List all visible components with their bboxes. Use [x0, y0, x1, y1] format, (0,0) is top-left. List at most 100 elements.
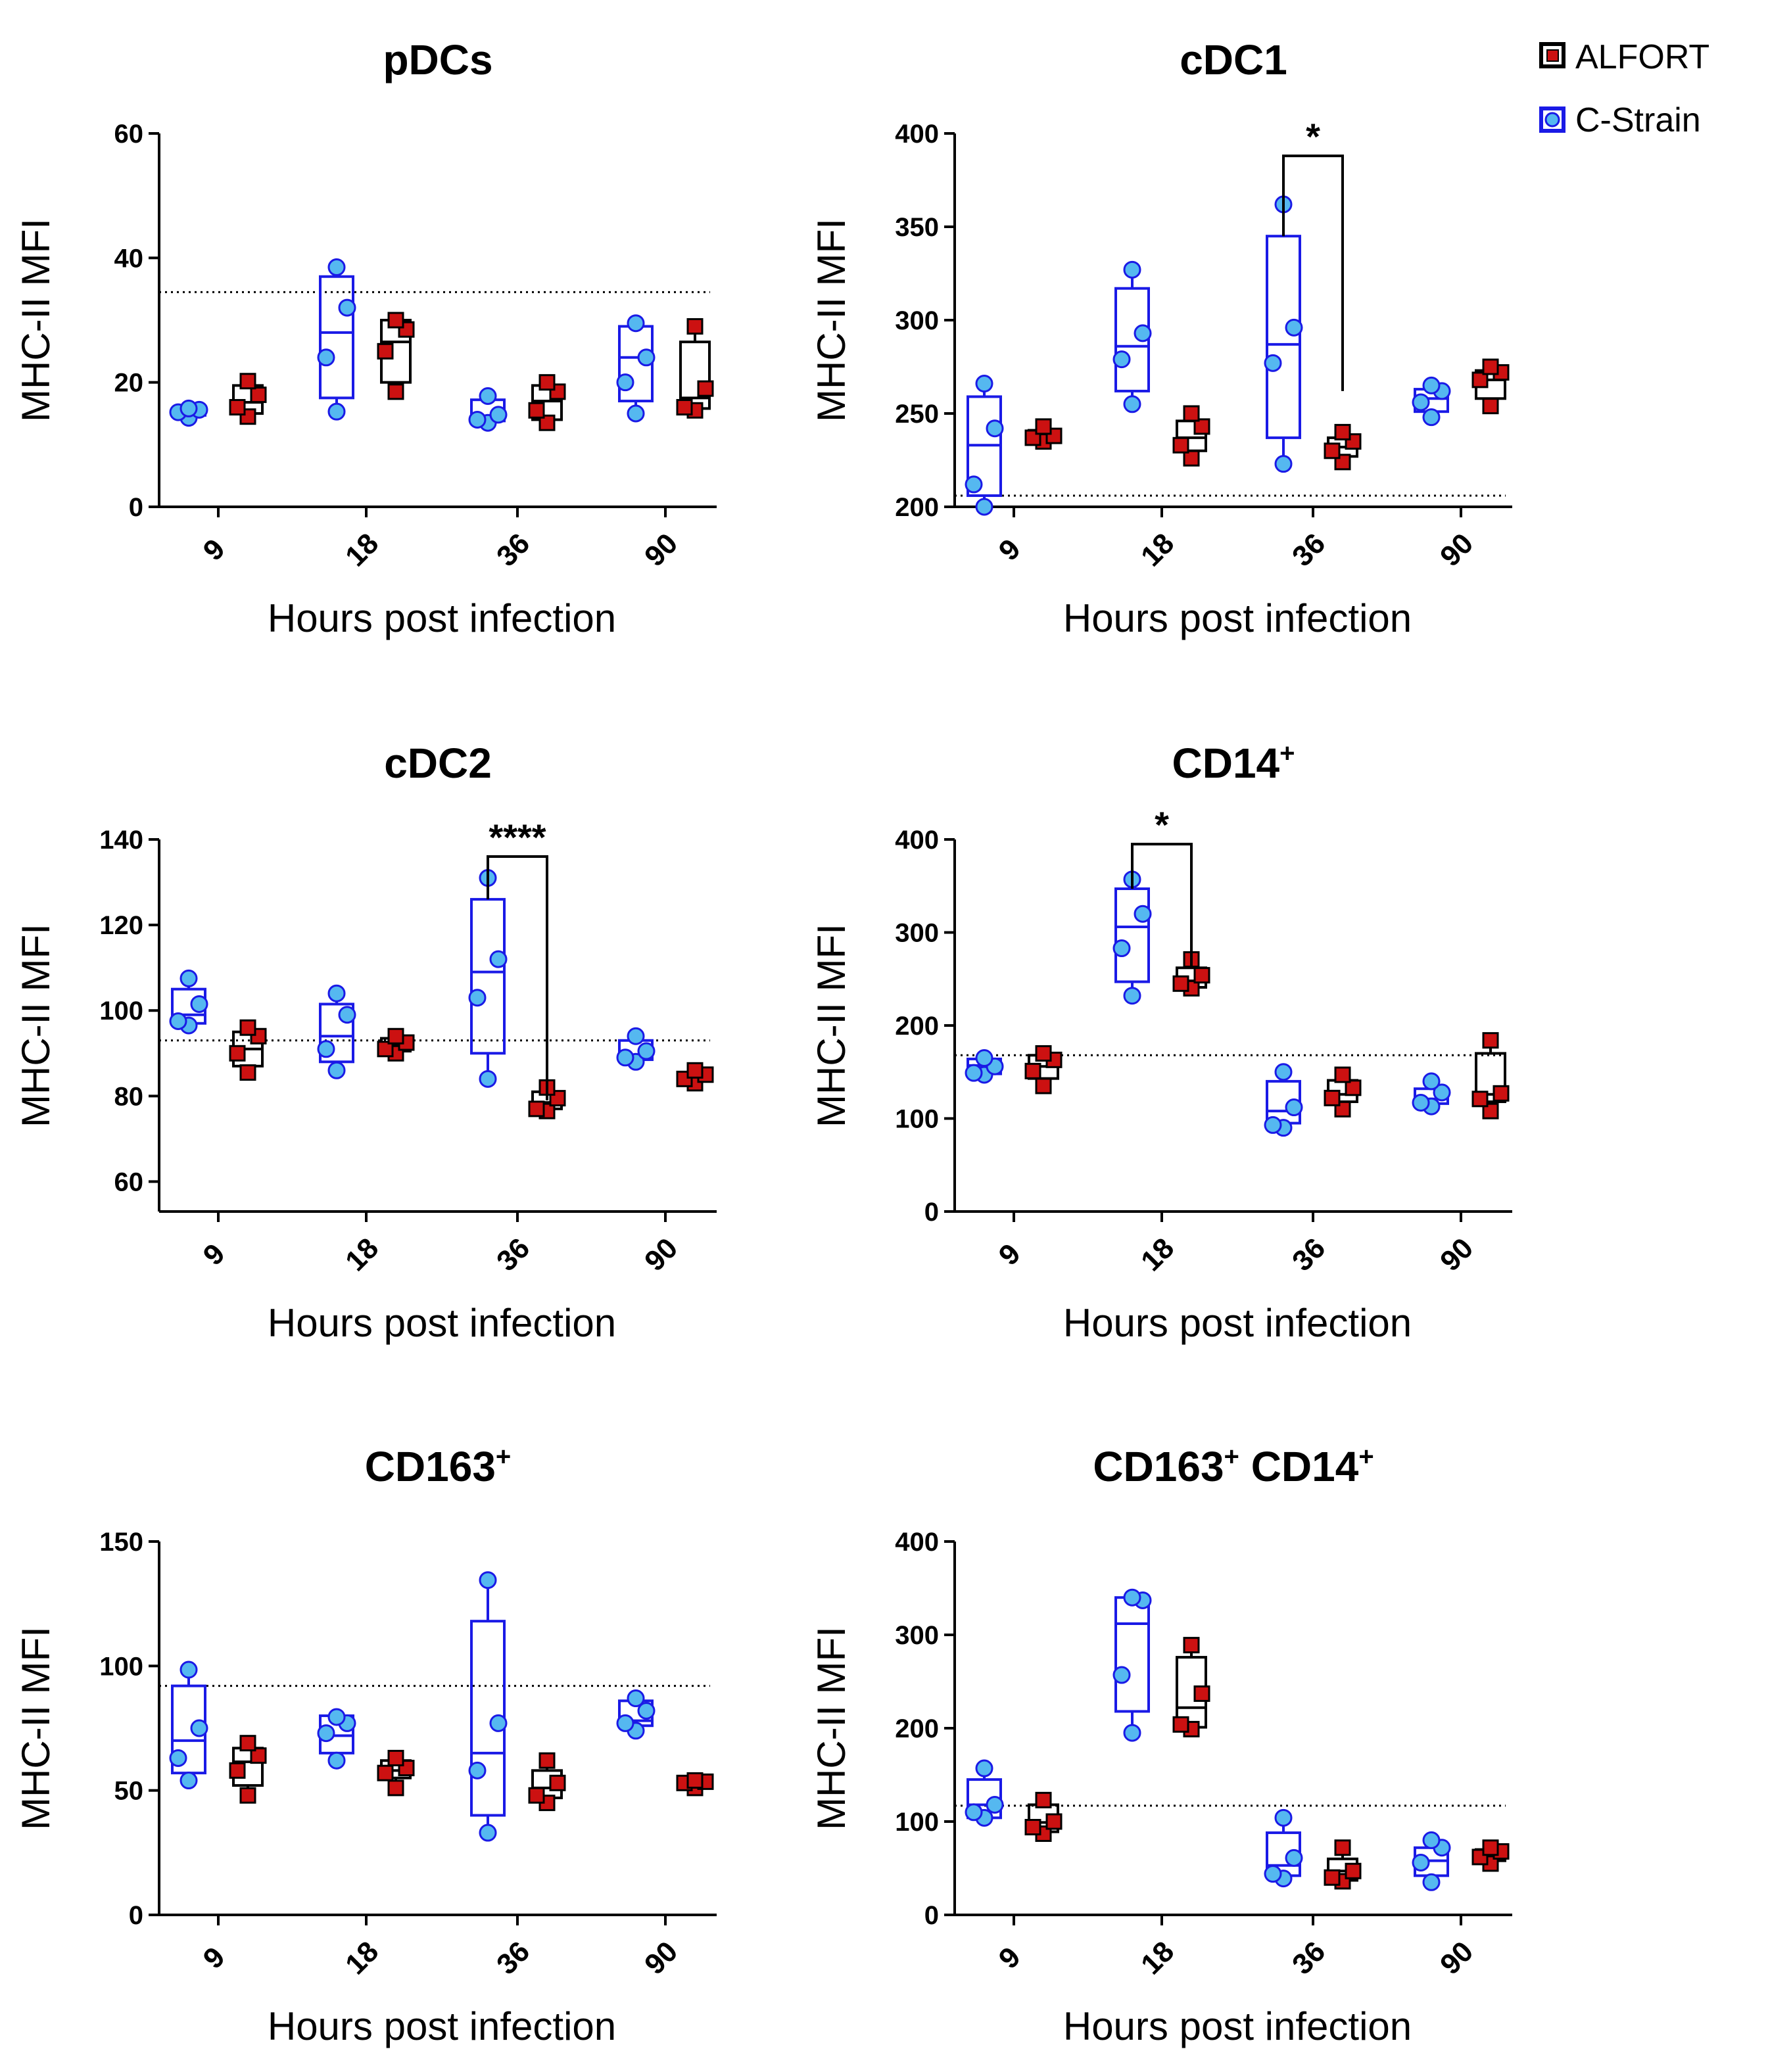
data-point-alfort	[676, 399, 693, 416]
legend-entry-c-strain[interactable]: C-Strain	[1539, 101, 1701, 139]
y-tick-label: 300	[895, 306, 939, 335]
legend-marker-c-strain-fill	[1544, 112, 1560, 128]
data-point-alfort	[1482, 1102, 1499, 1119]
data-point-c-strain	[1264, 1116, 1282, 1134]
data-point-c-strain	[1274, 1063, 1293, 1081]
x-tick-label: 36	[1286, 1232, 1331, 1277]
data-point-c-strain	[468, 1761, 487, 1779]
y-axis-label: MHC-II MFI	[14, 924, 58, 1127]
y-axis-label: MHC-II MFI	[809, 924, 853, 1127]
data-point-alfort	[377, 1764, 394, 1781]
x-tick-label: 36	[490, 527, 536, 573]
data-point-alfort	[1172, 436, 1189, 454]
x-tick-label: 90	[638, 527, 684, 573]
box-c-strain	[1114, 887, 1150, 983]
data-point-c-strain	[479, 1571, 497, 1589]
data-point-alfort	[387, 312, 404, 329]
data-point-alfort	[1482, 358, 1499, 375]
data-point-alfort	[1035, 1077, 1052, 1095]
data-point-alfort	[538, 1752, 556, 1769]
y-tick-label: 350	[895, 213, 939, 242]
x-tick-label: 36	[490, 1935, 536, 1981]
data-point-alfort	[1024, 1062, 1041, 1079]
legend-entry-alfort[interactable]: ALFORT	[1539, 38, 1709, 76]
data-point-c-strain	[338, 1006, 356, 1024]
significance-bracket	[1282, 154, 1344, 391]
data-point-alfort	[1471, 371, 1489, 388]
data-point-c-strain	[1422, 1072, 1441, 1091]
x-tick-label: 18	[339, 1935, 385, 1981]
data-point-c-strain	[169, 1012, 187, 1030]
box-c-strain	[1266, 235, 1301, 439]
data-point-c-strain	[975, 1759, 993, 1778]
y-tick-label: 300	[895, 1621, 939, 1650]
x-tick-label: 18	[339, 1232, 385, 1277]
chart-panel-1: pDCs MHC-II MFI 0 20 40 60 9 18 36 90 Hours post i…	[14, 36, 717, 640]
legend-label-alfort: ALFORT	[1575, 38, 1709, 76]
data-point-alfort	[686, 1772, 704, 1789]
data-point-alfort	[1324, 442, 1341, 459]
data-point-alfort	[387, 1027, 404, 1045]
data-point-alfort	[387, 1779, 404, 1797]
data-point-c-strain	[317, 1724, 335, 1743]
y-tick-label: 200	[895, 493, 939, 522]
data-point-alfort	[1345, 1079, 1362, 1096]
data-point-alfort	[387, 1749, 404, 1766]
data-point-alfort	[1493, 1085, 1510, 1102]
x-tick-label: 90	[1434, 1232, 1479, 1277]
x-tick-label: 90	[1434, 527, 1479, 573]
data-point-c-strain	[468, 410, 487, 429]
data-point-c-strain	[965, 475, 983, 494]
y-tick-label: 100	[895, 1105, 939, 1134]
significance-label: ****	[489, 816, 546, 858]
y-tick-label: 400	[895, 120, 939, 149]
data-point-c-strain	[327, 1061, 346, 1079]
x-tick-label: 9	[197, 1238, 231, 1272]
data-point-alfort	[686, 318, 704, 335]
data-point-c-strain	[327, 1751, 346, 1770]
significance-label: *	[1155, 804, 1169, 845]
chart-panel-6: CD163+ CD14+ MHC-II MFI 0 100 200 300 400 9 18 36…	[809, 1442, 1512, 2048]
y-tick-label: 100	[99, 1652, 143, 1681]
data-point-c-strain	[327, 258, 346, 277]
data-point-c-strain	[1264, 354, 1282, 372]
data-point-alfort	[1045, 1813, 1063, 1830]
y-tick-label: 80	[114, 1082, 144, 1111]
chart-panel-3: cDC2 MHC-II MFI 60 80 100 120 140 9 18 36 90 Hours …	[14, 740, 717, 1345]
y-tick-label: 0	[129, 493, 143, 522]
data-point-alfort	[377, 1041, 394, 1058]
y-tick-label: 140	[99, 826, 143, 855]
data-point-c-strain	[637, 1701, 656, 1720]
significance-label: *	[1306, 116, 1320, 157]
chart-panel-5: CD163+ MHC-II MFI 0 50 100 150 9 18 36 90 Hours po…	[14, 1442, 717, 2048]
y-tick-label: 0	[924, 1198, 939, 1227]
y-tick-label: 40	[114, 244, 144, 273]
data-point-c-strain	[627, 404, 645, 423]
box-c-strain	[319, 275, 354, 400]
data-point-c-strain	[1134, 905, 1152, 923]
data-point-alfort	[229, 1762, 246, 1779]
data-point-c-strain	[627, 1689, 645, 1708]
data-point-alfort	[239, 1735, 256, 1752]
data-point-c-strain	[975, 1049, 993, 1068]
data-point-c-strain	[190, 995, 208, 1013]
data-point-c-strain	[1422, 408, 1441, 427]
data-point-c-strain	[1433, 1083, 1451, 1102]
data-point-c-strain	[1412, 1853, 1430, 1872]
x-tick-label: 36	[1286, 527, 1331, 573]
data-point-c-strain	[179, 1772, 198, 1790]
data-point-c-strain	[1285, 1098, 1303, 1117]
data-point-alfort	[387, 383, 404, 400]
data-point-c-strain	[479, 1070, 497, 1088]
data-point-c-strain	[327, 402, 346, 421]
data-point-c-strain	[975, 375, 993, 393]
chart-panel-4: CD14+ MHC-II MFI 0 100 200 300 400 9 18 36 90 Hours…	[809, 739, 1512, 1345]
y-tick-label: 300	[895, 919, 939, 948]
data-point-alfort	[250, 387, 267, 404]
chart-title: CD163+	[365, 1442, 512, 1490]
box-c-strain	[470, 898, 506, 1055]
x-tick-label: 9	[993, 1941, 1027, 1975]
significance-bracket	[487, 855, 548, 1100]
data-point-alfort	[1183, 1637, 1200, 1654]
data-point-alfort	[528, 1100, 545, 1118]
